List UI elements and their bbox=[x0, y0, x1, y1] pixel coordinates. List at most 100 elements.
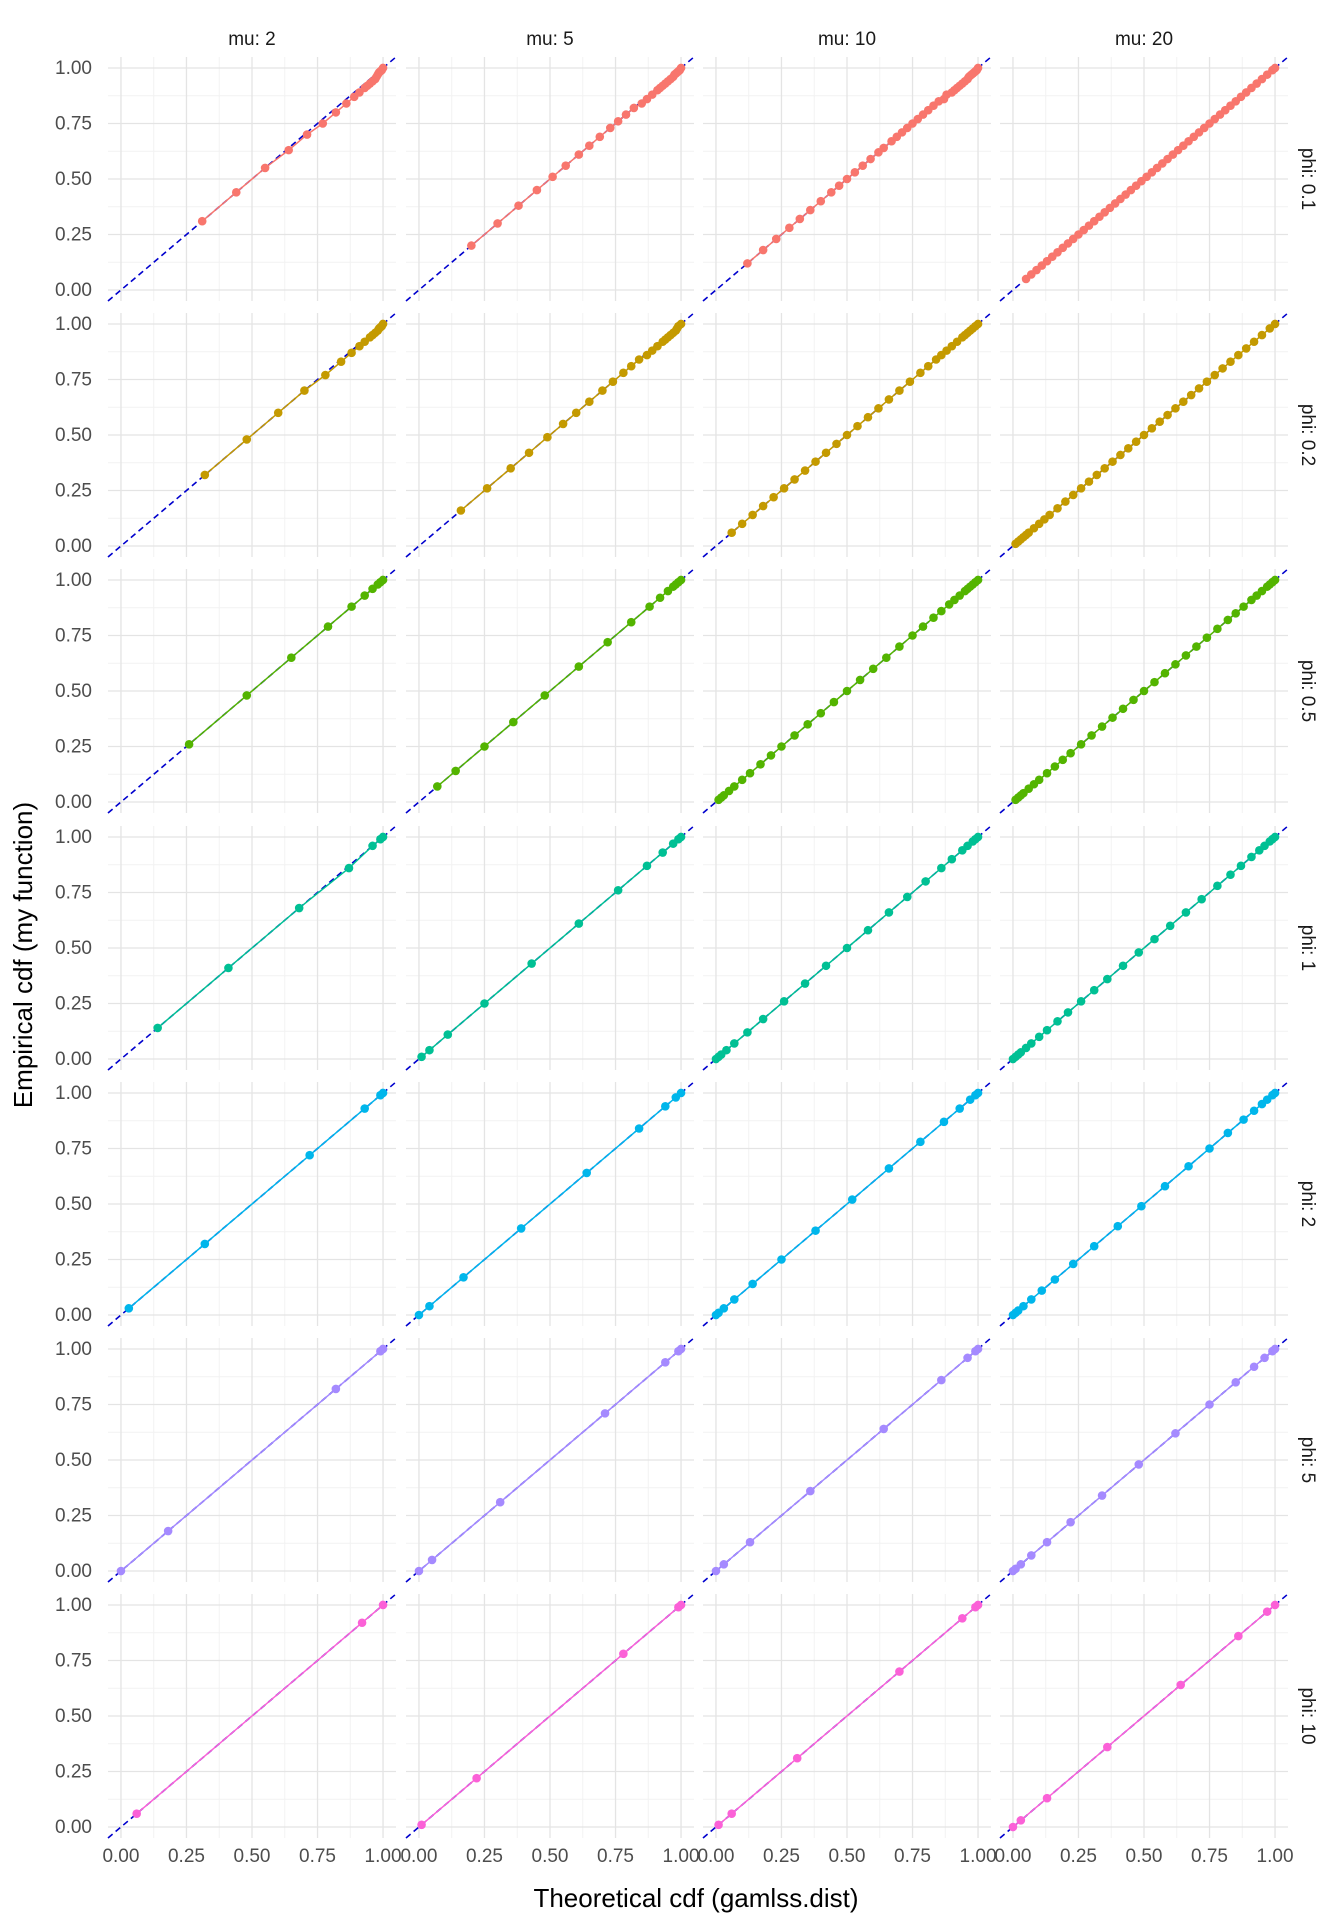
data-point bbox=[514, 201, 523, 210]
y-tick-label: 0.00 bbox=[55, 1305, 92, 1326]
y-tick-label: 0.75 bbox=[55, 882, 92, 903]
data-point bbox=[1076, 996, 1086, 1006]
data-point bbox=[758, 245, 768, 255]
data-point bbox=[224, 963, 233, 973]
data-point bbox=[480, 999, 489, 1008]
data-point bbox=[863, 925, 873, 935]
data-point bbox=[800, 466, 810, 475]
data-point bbox=[1034, 1032, 1044, 1042]
data-point bbox=[1066, 1517, 1075, 1527]
data-point bbox=[294, 903, 304, 913]
data-point bbox=[832, 439, 841, 449]
data-point bbox=[879, 1424, 888, 1434]
x-tick-label: 0.50 bbox=[1126, 1846, 1163, 1867]
data-point bbox=[743, 1028, 752, 1037]
x-tick-label: 1.00 bbox=[365, 1846, 402, 1867]
data-point bbox=[1008, 1822, 1018, 1832]
data-point bbox=[585, 397, 594, 406]
data-point bbox=[658, 848, 667, 857]
data-point bbox=[806, 1486, 815, 1496]
data-point bbox=[1137, 1201, 1146, 1211]
y-tick-label: 1.00 bbox=[55, 1595, 92, 1616]
data-point bbox=[1202, 633, 1212, 643]
data-point bbox=[676, 1600, 686, 1610]
data-point bbox=[540, 691, 550, 700]
x-tick-label: 0.50 bbox=[234, 1846, 271, 1867]
data-point bbox=[603, 637, 612, 647]
data-point bbox=[532, 185, 542, 195]
data-point bbox=[1181, 908, 1191, 917]
data-point bbox=[1116, 450, 1125, 460]
x-tick-label: 0.75 bbox=[299, 1846, 336, 1867]
data-point bbox=[1160, 668, 1170, 678]
data-point bbox=[456, 506, 466, 515]
data-point bbox=[621, 110, 631, 119]
data-point bbox=[1131, 437, 1141, 446]
data-point bbox=[425, 1045, 434, 1055]
data-point bbox=[200, 470, 210, 480]
data-point bbox=[745, 768, 755, 778]
data-point bbox=[1084, 477, 1094, 486]
data-point bbox=[863, 412, 873, 422]
data-point bbox=[730, 1039, 739, 1048]
data-point bbox=[543, 432, 552, 442]
x-tick-label: 1.00 bbox=[960, 1846, 997, 1867]
data-point bbox=[163, 1526, 173, 1536]
y-tick-label: 0.25 bbox=[55, 225, 92, 246]
data-point bbox=[467, 241, 476, 250]
data-point bbox=[1053, 503, 1062, 513]
data-point bbox=[1192, 642, 1201, 651]
data-point bbox=[1053, 1016, 1062, 1026]
data-point bbox=[884, 908, 894, 917]
data-point bbox=[884, 1164, 894, 1173]
data-point bbox=[414, 1310, 424, 1320]
x-tick-label: 0.75 bbox=[894, 1846, 931, 1867]
data-point bbox=[1223, 1128, 1233, 1138]
data-point bbox=[200, 1239, 210, 1249]
y-tick-label: 1.00 bbox=[55, 1339, 92, 1360]
data-point bbox=[963, 1353, 972, 1363]
data-point bbox=[973, 1600, 983, 1610]
y-tick-label: 1.00 bbox=[55, 827, 92, 848]
data-point bbox=[357, 1618, 367, 1628]
data-point bbox=[1179, 397, 1188, 406]
y-tick-label: 0.25 bbox=[55, 737, 92, 758]
data-point bbox=[378, 1344, 388, 1354]
data-point bbox=[574, 919, 584, 928]
x-tick-label: 0.25 bbox=[466, 1846, 503, 1867]
data-point bbox=[1171, 660, 1180, 669]
data-point bbox=[1181, 651, 1191, 660]
series-line bbox=[421, 1604, 682, 1826]
data-point bbox=[792, 1753, 802, 1763]
data-point bbox=[1123, 444, 1133, 453]
series-layer bbox=[116, 63, 1280, 1832]
data-point bbox=[842, 686, 852, 696]
data-point bbox=[955, 1104, 964, 1113]
data-point bbox=[756, 759, 765, 769]
data-point bbox=[1165, 921, 1175, 931]
facet-column-label: mu: 10 bbox=[818, 29, 876, 50]
facet-row-label: phi: 0.5 bbox=[1297, 660, 1318, 722]
data-point bbox=[360, 1104, 369, 1113]
data-point bbox=[1129, 695, 1138, 705]
data-point bbox=[1150, 934, 1159, 944]
data-point bbox=[378, 575, 388, 585]
facet-strips-layer: mu: 2 mu: 5 mu: 10 mu: 20 phi: 0.1 phi: 0.2 ph… bbox=[228, 29, 1318, 1745]
data-point bbox=[743, 259, 752, 268]
data-point bbox=[1042, 1025, 1052, 1035]
data-point bbox=[619, 1649, 628, 1659]
data-point bbox=[480, 742, 489, 751]
data-point bbox=[777, 742, 786, 751]
data-point bbox=[417, 1052, 426, 1062]
x-tick-label: 0.00 bbox=[994, 1846, 1031, 1867]
data-point bbox=[582, 1168, 591, 1178]
data-point bbox=[973, 1344, 983, 1354]
data-point bbox=[769, 492, 778, 502]
data-point bbox=[116, 1566, 126, 1576]
data-point bbox=[1058, 755, 1068, 765]
data-point bbox=[1016, 1560, 1026, 1569]
data-point bbox=[336, 357, 346, 367]
data-point bbox=[495, 1497, 505, 1507]
data-point bbox=[524, 448, 534, 458]
x-tick-label: 0.00 bbox=[400, 1846, 437, 1867]
